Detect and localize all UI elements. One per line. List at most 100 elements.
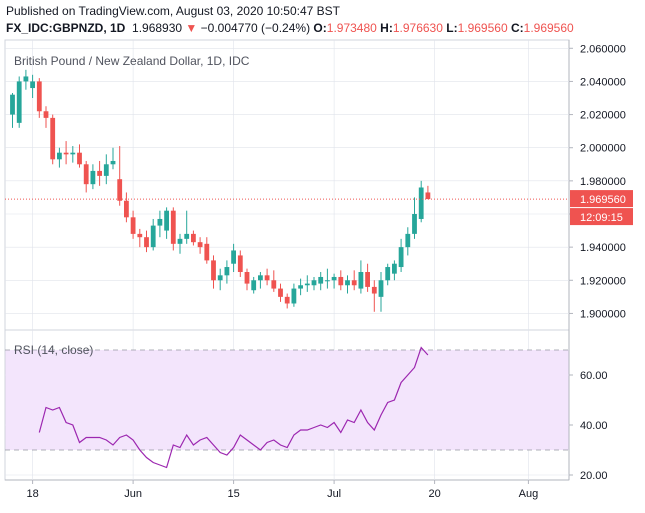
last-price-badge-text: 1.969560 (580, 194, 626, 206)
candle-body (371, 286, 377, 294)
candle (50, 114, 56, 165)
candle (392, 260, 397, 281)
price-tick-label: 2.040000 (580, 76, 626, 88)
candle (224, 260, 230, 284)
low-label: L: (446, 21, 458, 35)
candle (184, 210, 190, 244)
candle (291, 283, 297, 307)
last-value: 1.968930 (132, 21, 183, 35)
candle-body (318, 276, 324, 284)
candle-body (358, 272, 364, 289)
change-value: −0.004770 (−0.24%) (200, 21, 311, 35)
candle (345, 275, 350, 294)
candle-body (224, 267, 230, 276)
symbol-label: FX_IDC:GBPNZD, 1D (6, 21, 126, 35)
candle-body (237, 255, 243, 272)
price-tick-label: 1.920000 (580, 275, 626, 287)
price-pane-border (4, 39, 570, 331)
candle (251, 276, 257, 294)
candle (405, 227, 411, 256)
candle (110, 147, 116, 170)
candle-body (365, 272, 370, 287)
price-tick-label: 1.980000 (580, 176, 626, 188)
candle-body (23, 76, 29, 82)
candle (284, 293, 290, 309)
candle (90, 164, 96, 190)
candle (244, 268, 250, 291)
candles (10, 69, 431, 312)
candle-body (271, 280, 277, 289)
candle (378, 272, 384, 312)
candle-body (217, 275, 223, 281)
candle-body (251, 280, 257, 291)
last-price-badge (570, 190, 633, 208)
price-tick-label: 1.940000 (580, 242, 626, 254)
rsi-tick-label: 20.00 (580, 470, 608, 482)
candle-body (425, 192, 431, 200)
gridlines (5, 40, 569, 480)
candle-body (244, 272, 250, 284)
rsi-title: RSI (14, close) (14, 343, 93, 357)
close-label: C: (510, 21, 524, 35)
chart-title: British Pound / New Zealand Dollar, 1D, … (14, 54, 250, 68)
candle-body (412, 214, 417, 234)
candle-body (83, 164, 89, 185)
candle (77, 144, 82, 168)
candle-body (43, 111, 49, 118)
candle-body (291, 288, 297, 304)
time-axis-ticks: 18 Jun 15 Jul 20 Aug (26, 480, 538, 500)
candle (16, 76, 22, 128)
candle-body (298, 285, 303, 289)
candle (30, 74, 35, 98)
candle (418, 180, 424, 223)
candle (325, 268, 330, 289)
candle (231, 243, 236, 272)
candle (164, 207, 169, 239)
time-tick-label: Jul (327, 488, 341, 500)
candle (318, 272, 324, 291)
candle-body (211, 260, 216, 281)
close-value: 1.969560 (523, 21, 574, 35)
candle-body (16, 81, 22, 123)
candle-body (204, 243, 210, 261)
candle (371, 280, 377, 312)
candle-body (338, 276, 344, 286)
time-tick-label: Jun (124, 488, 142, 500)
candle (63, 141, 69, 165)
candle (57, 147, 62, 168)
candle-body (103, 164, 109, 176)
candle (311, 276, 317, 291)
countdown-badge (570, 208, 633, 226)
candle-body (392, 263, 397, 274)
candle (278, 283, 283, 302)
candle-body (110, 160, 116, 165)
candle (385, 263, 391, 286)
candle (217, 268, 223, 291)
open-value: 1.973480 (326, 21, 377, 35)
candle (398, 238, 404, 272)
candle (338, 270, 344, 291)
candle-body (345, 280, 350, 286)
candle (191, 230, 196, 246)
candle-body (418, 187, 424, 219)
ohlc-legend: FX_IDC:GBPNZD, 1D 1.968930 ▼ −0.004770 (… (6, 21, 574, 35)
candle-body (325, 280, 330, 282)
candle (144, 230, 149, 253)
candle-body (124, 200, 129, 218)
candle (258, 272, 263, 289)
time-tick-label: 18 (26, 488, 38, 500)
candle (271, 270, 277, 292)
candle-body (284, 296, 290, 304)
candle-body (57, 152, 62, 160)
low-value: 1.969560 (457, 21, 508, 35)
candle (211, 255, 216, 289)
candle-body (197, 242, 203, 248)
candle (177, 233, 183, 254)
candle-body (311, 280, 317, 286)
candle-body (117, 179, 123, 201)
time-tick-label: 20 (428, 488, 440, 500)
candle-body (351, 280, 357, 286)
candle (170, 207, 176, 251)
published-line: Published on TradingView.com, August 03,… (6, 4, 341, 18)
